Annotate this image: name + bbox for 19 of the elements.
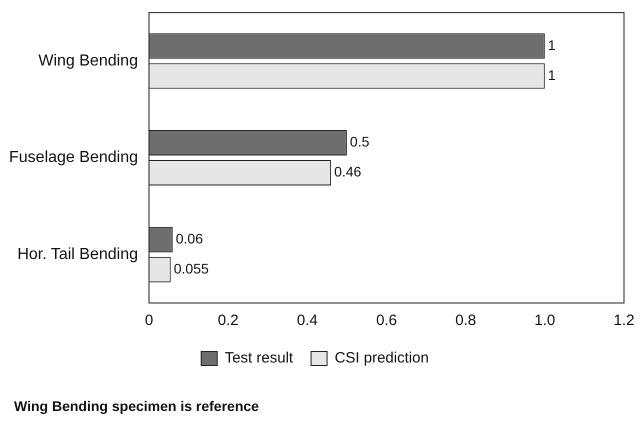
x-tick-label: 0.2 xyxy=(218,312,239,330)
legend-label: CSI prediction xyxy=(334,350,429,367)
text: Wing Bending specimen is reference xyxy=(14,398,259,414)
x-tick-label: 1.2 xyxy=(614,312,634,330)
y-tick-label: Fuselage Bending xyxy=(9,149,138,166)
x-tick-label: 0.4 xyxy=(296,312,318,330)
data-label: 1 xyxy=(548,66,556,83)
y-tick-label: Wing Bending xyxy=(38,52,138,70)
legend-label: Test result xyxy=(224,350,294,367)
data-label: 0.5 xyxy=(350,134,370,150)
x-tick-label: 0.6 xyxy=(376,312,397,330)
y-tick-label: Hor. Tail Bending xyxy=(17,246,138,264)
x-tick-label: 0 xyxy=(144,312,154,330)
data-label: 0.46 xyxy=(334,164,362,180)
x-tick-label: 1.0 xyxy=(534,312,556,330)
data-label: 1 xyxy=(548,36,556,53)
data-label: 0.06 xyxy=(176,230,204,246)
x-tick-label: 0.8 xyxy=(455,312,476,330)
data-label: 0.055 xyxy=(174,260,210,276)
